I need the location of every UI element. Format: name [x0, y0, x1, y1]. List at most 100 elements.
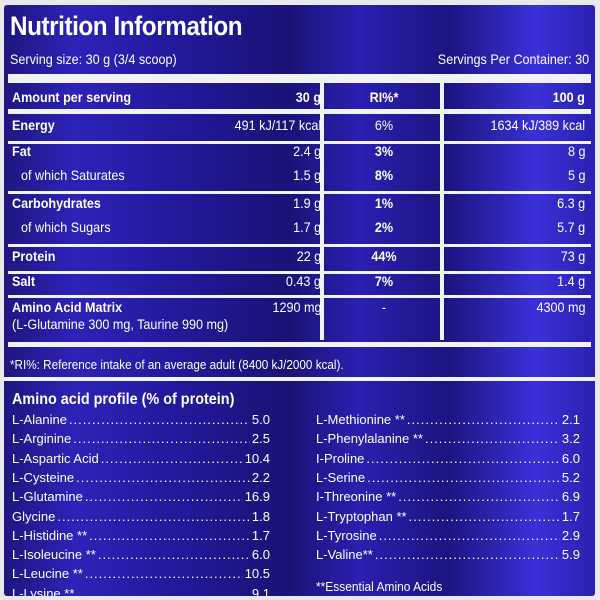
- amino-value: 9.1: [251, 585, 270, 596]
- amino-name: L-Phenylalanine **: [316, 431, 423, 447]
- leader-dots: [98, 547, 250, 562]
- amino-value: 5.2: [561, 469, 580, 485]
- column-divider: [320, 83, 324, 340]
- amino-value: 2.1: [561, 412, 580, 427]
- nutrient-name: Fat: [12, 143, 31, 159]
- row-divider: [8, 271, 591, 274]
- amino-name: L-Methionine **: [316, 412, 405, 427]
- amino-acid-item: L-Cysteine 2.2: [12, 466, 270, 485]
- amino-acid-item: L-Glutamine 16.9: [12, 485, 270, 504]
- amino-name: L-Tryptophan **: [316, 508, 407, 524]
- amino-acid-item: L-Leucine ** 10.5: [12, 562, 270, 581]
- per-serving: 1.9 g: [292, 195, 321, 211]
- amino-name: L-Valine**: [316, 547, 373, 563]
- leader-dots: [398, 489, 560, 504]
- nutrient-name: Salt: [12, 273, 36, 289]
- amino-acid-item: L-Aspartic Acid 10.4: [12, 447, 270, 466]
- amino-acid-item: L-Alanine 5.0: [12, 408, 270, 427]
- column-divider: [440, 83, 444, 340]
- per-serving: 2.4 g: [292, 143, 321, 159]
- per-100g: 1.4 g: [556, 273, 585, 289]
- ri-value: 7%: [374, 273, 394, 289]
- nutrient-name: Carbohydrates: [12, 195, 101, 211]
- header-amount: Amount per serving: [12, 89, 132, 105]
- amino-value: 1.7: [561, 508, 580, 524]
- leader-dots: [375, 547, 560, 562]
- leader-dots: [73, 431, 250, 446]
- per-100g: 5 g: [567, 167, 585, 183]
- amino-value: 3.2: [561, 431, 580, 447]
- divider: [8, 109, 591, 114]
- amino-acid-item: L-Isoleucine ** 6.0: [12, 543, 270, 562]
- amino-acid-item: I-Proline 6.0: [316, 447, 580, 466]
- amino-name: L-Leucine **: [12, 566, 83, 582]
- amino-profile-title: Amino acid profile (% of protein): [12, 391, 235, 408]
- amino-acid-item: I-Threonine ** 6.9: [316, 485, 580, 504]
- per-100g: 4300 mg: [535, 299, 585, 315]
- leader-dots: [367, 470, 560, 485]
- row-divider: [8, 141, 591, 144]
- amino-value: 2.5: [251, 431, 270, 447]
- per-serving: 0.43 g: [285, 273, 321, 289]
- nutrient-sub: (L-Glutamine 300 mg, Taurine 990 mg): [12, 316, 229, 332]
- leader-dots: [425, 431, 560, 446]
- per-100g: 6.3 g: [556, 195, 585, 211]
- amino-name: L-Arginine: [12, 431, 72, 447]
- amino-name: L-Aspartic Acid: [12, 450, 99, 466]
- amino-acid-item: L-Tyrosine 2.9: [316, 524, 580, 543]
- per-100g: 5.7 g: [556, 219, 585, 235]
- row-divider: [8, 295, 591, 298]
- ri-value: 8%: [374, 167, 394, 183]
- amino-acid-item: Glycine 1.8: [12, 505, 270, 524]
- nutrition-label: Nutrition Information Serving size: 30 g…: [4, 5, 595, 596]
- header-30g: 30 g: [295, 89, 321, 105]
- amino-value: 6.9: [561, 489, 580, 505]
- leader-dots: [76, 586, 250, 596]
- nutrient-name: Protein: [12, 248, 56, 264]
- leader-dots: [57, 509, 250, 524]
- amino-name: Glycine: [12, 508, 56, 524]
- amino-acid-item: L-Arginine 2.5: [12, 427, 270, 446]
- amino-acid-item: L-Phenylalanine ** 3.2: [316, 427, 580, 446]
- servings-per-container: Servings Per Container: 30: [437, 51, 589, 67]
- amino-value: 1.7: [251, 527, 270, 543]
- serving-size: Serving size: 30 g (3/4 scoop): [10, 51, 177, 67]
- amino-name: L-Serine: [316, 469, 366, 485]
- leader-dots: [409, 509, 560, 524]
- nutrient-name: Energy: [12, 117, 55, 133]
- leader-dots: [69, 412, 250, 427]
- amino-name: L-Glutamine: [12, 489, 83, 505]
- header-ri: RI%*: [369, 89, 399, 105]
- nutrient-name: Amino Acid Matrix: [12, 299, 123, 315]
- divider: [4, 377, 595, 381]
- leader-dots: [366, 451, 560, 466]
- amino-value: 10.4: [244, 450, 270, 466]
- amino-name: I-Threonine **: [316, 489, 397, 505]
- ri-value: 1%: [374, 195, 394, 211]
- leader-dots: [101, 451, 243, 466]
- divider: [8, 74, 591, 83]
- amino-acid-item: L-Serine 5.2: [316, 466, 580, 485]
- header-100g: 100 g: [552, 89, 585, 105]
- amino-value: 5.9: [561, 547, 580, 563]
- ri-value: -: [381, 299, 387, 315]
- per-serving: 22 g: [296, 248, 321, 264]
- per-serving: 491 kJ/117 kcal: [234, 117, 321, 133]
- row-divider: [8, 191, 591, 194]
- amino-value: 6.0: [251, 547, 270, 563]
- amino-name: L-Tyrosine: [316, 527, 377, 543]
- amino-value: 10.5: [244, 566, 270, 582]
- label-title: Nutrition Information: [10, 11, 243, 41]
- essential-note: **Essential Amino Acids: [316, 579, 443, 594]
- amino-name: L-Histidine **: [12, 527, 88, 543]
- leader-dots: [89, 528, 250, 543]
- amino-name: I-Proline: [316, 450, 365, 466]
- leader-dots: [379, 528, 560, 543]
- leader-dots: [85, 489, 243, 504]
- amino-acid-item: L-Valine** 5.9: [316, 543, 580, 562]
- per-serving: 1.7 g: [292, 219, 321, 235]
- amino-acid-item: L-Methionine ** 2.1: [316, 408, 580, 427]
- ri-value: 2%: [374, 219, 394, 235]
- ri-footnote: *RI%: Reference intake of an average adu…: [10, 357, 344, 372]
- amino-acid-item: L-Histidine ** 1.7: [12, 524, 270, 543]
